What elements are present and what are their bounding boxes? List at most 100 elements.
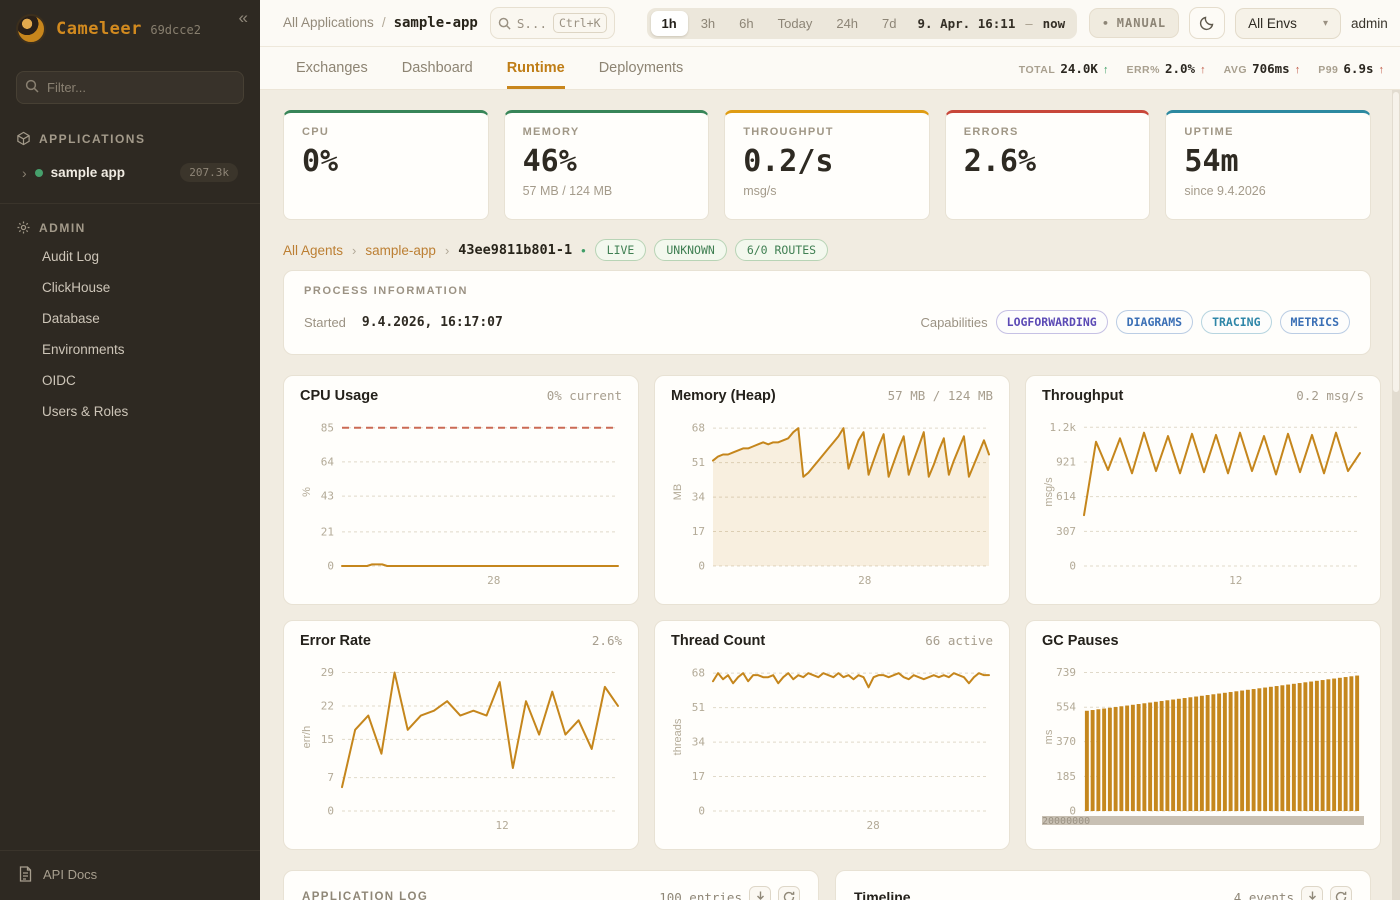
search-icon — [498, 17, 511, 30]
metric-value: 54m — [1184, 144, 1239, 179]
time-range-6h[interactable]: 6h — [728, 11, 764, 36]
sidebar-item-oidc[interactable]: OIDC — [42, 373, 76, 388]
svg-text:msg/s: msg/s — [1043, 477, 1055, 507]
svg-text:%: % — [301, 487, 313, 497]
sidebar-item-sample-app[interactable]: › sample app 207.3k — [16, 159, 244, 186]
metric-card-errors: ERRORS 2.6% — [944, 110, 1151, 220]
chart-card-gc-pauses: GC Pauses 0 185 370 554 739 ms 20000000 — [1025, 620, 1381, 850]
applications-label: APPLICATIONS — [39, 131, 146, 146]
filter-input[interactable] — [16, 71, 244, 104]
sidebar-item-database[interactable]: Database — [42, 311, 100, 326]
environment-select[interactable]: All Envs ▾ — [1235, 7, 1341, 39]
api-docs-label: API Docs — [43, 866, 98, 882]
agent-pill-6-0-routes[interactable]: 6/0 ROUTES — [734, 239, 829, 261]
svg-text:34: 34 — [692, 736, 706, 749]
metric-value: 0% — [302, 144, 339, 179]
theme-toggle-button[interactable] — [1189, 7, 1226, 39]
stat-value: 24.0K — [1060, 60, 1098, 76]
capability-pill-metrics[interactable]: METRICS — [1279, 310, 1350, 334]
chart-current-value: 2.6% — [591, 633, 622, 648]
applications-section: APPLICATIONS › sample app 207.3k — [0, 131, 260, 186]
chart-current-value: 0% current — [546, 388, 622, 403]
agent-pill-live[interactable]: LIVE — [594, 239, 647, 261]
time-range-3h[interactable]: 3h — [690, 11, 726, 36]
stat-avg: AVG 706ms ↑ — [1224, 61, 1301, 76]
expand-chevron-icon[interactable]: › — [22, 164, 27, 181]
tab-dashboard[interactable]: Dashboard — [401, 60, 473, 76]
search-box[interactable]: S... Ctrl+K — [489, 7, 615, 39]
refresh-button[interactable] — [778, 886, 800, 900]
stat-label: P99 — [1318, 63, 1339, 76]
svg-text:threads: threads — [672, 718, 684, 755]
tab-runtime[interactable]: Runtime — [506, 47, 565, 89]
chart-canvas-cpu-usage: 0 21 43 64 85% 28 — [301, 421, 619, 587]
agent-app-link[interactable]: sample-app — [365, 242, 436, 258]
search-shortcut: Ctrl+K — [552, 13, 607, 33]
trend-up-icon: ↑ — [1294, 63, 1301, 76]
capability-pill-tracing[interactable]: TRACING — [1201, 310, 1272, 334]
agent-pill-unknown[interactable]: UNKNOWN — [654, 239, 727, 261]
breadcrumb-current: sample-app — [393, 15, 478, 31]
breadcrumb-root-link[interactable]: All Applications — [283, 15, 374, 30]
agent-id: 43ee9811b801-1 — [458, 242, 573, 258]
chart-title: Error Rate — [300, 633, 371, 649]
metric-card-memory: MEMORY 46% 57 MB / 124 MB — [503, 110, 710, 220]
metric-value: 46% — [522, 144, 577, 179]
sidebar-item-environments[interactable]: Environments — [42, 342, 125, 357]
stat-label: AVG — [1223, 63, 1248, 76]
time-range-1h[interactable]: 1h — [650, 10, 688, 36]
svg-text:64: 64 — [321, 455, 335, 468]
breadcrumb-chevron-icon: › — [352, 242, 357, 258]
svg-text:185: 185 — [1056, 770, 1076, 783]
sidebar-collapse-icon[interactable]: « — [238, 8, 248, 27]
time-range-today[interactable]: Today — [767, 11, 824, 36]
svg-text:7: 7 — [327, 771, 334, 784]
tab-exchanges[interactable]: Exchanges — [296, 60, 368, 76]
metric-value: 0.2/s — [743, 144, 834, 179]
chart-card-cpu-usage: CPU Usage 0% current 0 21 43 64 85% 28 — [283, 375, 639, 605]
sidebar-item-audit-log[interactable]: Audit Log — [42, 249, 100, 264]
svg-text:28: 28 — [858, 574, 871, 587]
chart-current-value: 57 MB / 124 MB — [887, 388, 993, 403]
chart-canvas-error-rate: 0 7 15 22 29 err/h 12 — [301, 666, 619, 832]
time-range-7d[interactable]: 7d — [871, 11, 907, 36]
time-from[interactable]: 9. Apr. 16:11 — [917, 15, 1016, 31]
sidebar-divider — [0, 203, 260, 204]
summary-stats: TOTAL 24.0K ↑ ERR% 2.0% ↑ AVG 706ms ↑ P99 6.9s ↑ — [1019, 47, 1384, 89]
time-range-group: 1h 3h 6h Today 24h 7d 9. Apr. 16:11 – now — [646, 7, 1078, 39]
chart-current-value: 66 active — [925, 633, 993, 648]
svg-text:29: 29 — [321, 666, 334, 679]
sidebar-item-clickhouse[interactable]: ClickHouse — [42, 280, 111, 295]
time-to[interactable]: now — [1042, 15, 1066, 31]
user-name[interactable]: admin — [1350, 15, 1388, 31]
app-logo — [16, 14, 46, 44]
download-button[interactable] — [1301, 886, 1323, 900]
metric-label: CPU — [302, 126, 330, 138]
scrollbar-thumb[interactable] — [1393, 92, 1399, 392]
svg-text:0: 0 — [327, 560, 334, 573]
scrollbar[interactable] — [1392, 90, 1400, 900]
capability-pill-logforwarding[interactable]: LOGFORWARDING — [995, 310, 1108, 334]
sidebar-item-api-docs[interactable]: API Docs — [0, 850, 260, 900]
all-agents-link[interactable]: All Agents — [283, 242, 344, 258]
chart-title: Throughput — [1042, 388, 1124, 404]
svg-text:307: 307 — [1056, 525, 1076, 538]
svg-text:ms: ms — [1043, 729, 1055, 744]
log-entries-count: 100 entries — [659, 889, 742, 900]
manual-refresh-button[interactable]: • MANUAL — [1089, 8, 1180, 38]
time-range-24h[interactable]: 24h — [825, 11, 869, 36]
stat-value: 6.9s — [1343, 60, 1374, 76]
svg-text:51: 51 — [692, 456, 705, 469]
svg-text:15: 15 — [321, 733, 334, 746]
chart-current-value: 0.2 msg/s — [1296, 388, 1364, 403]
svg-text:68: 68 — [692, 422, 705, 435]
svg-text:0: 0 — [327, 805, 334, 818]
capability-pill-diagrams[interactable]: DIAGRAMS — [1115, 310, 1194, 334]
sidebar-item-users-roles[interactable]: Users & Roles — [42, 404, 129, 419]
download-button[interactable] — [749, 886, 771, 900]
refresh-button[interactable] — [1330, 886, 1352, 900]
app-item-name: sample app — [50, 165, 125, 180]
tab-deployments[interactable]: Deployments — [598, 60, 684, 76]
metric-sub: msg/s — [743, 184, 777, 198]
svg-text:739: 739 — [1056, 666, 1076, 679]
